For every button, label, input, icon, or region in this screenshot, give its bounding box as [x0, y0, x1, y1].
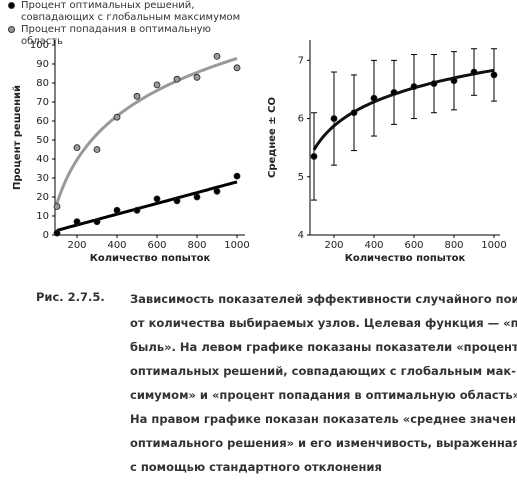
- legend-label: Процент оптимальных решений, совпадающих…: [21, 0, 241, 23]
- point: [73, 144, 81, 152]
- point: [330, 115, 338, 122]
- y-tick-label: 6: [298, 114, 304, 125]
- caption-line: оптимального решения» и его изменчивость…: [130, 436, 517, 450]
- x-tick-label: 800: [444, 240, 463, 251]
- y-tick-label: 40: [36, 154, 49, 165]
- x-tick-label: 200: [67, 240, 86, 251]
- point: [133, 206, 141, 214]
- legend-label: Процент попадания в оптимальную область: [21, 24, 211, 47]
- y-tick-label: 80: [36, 78, 49, 89]
- y-tick-label: 10: [36, 211, 49, 222]
- y-tick-label: 50: [36, 135, 49, 146]
- legend-marker: [8, 26, 15, 33]
- y-tick-label: 30: [36, 173, 49, 184]
- legend-marker: [8, 2, 15, 9]
- point: [350, 109, 358, 117]
- point: [490, 71, 498, 79]
- y-tick-label: 0: [43, 230, 49, 241]
- trend-line: [56, 180, 238, 232]
- trend-line: [55, 56, 238, 204]
- caption-label: Рис. 2.7.5.: [36, 290, 105, 304]
- caption-line: симумом» и «процент попадания в оптималь…: [130, 388, 517, 402]
- y-tick-label: 7: [298, 55, 304, 66]
- point: [193, 73, 201, 81]
- trend-line: [312, 68, 495, 151]
- x-tick-label: 600: [404, 240, 423, 251]
- point: [233, 64, 241, 72]
- x-tick-label: 800: [187, 240, 206, 251]
- x-tick-label: 1000: [481, 240, 506, 251]
- point: [173, 75, 181, 83]
- y-axis-title: Процент решений: [12, 85, 23, 190]
- point: [53, 203, 61, 210]
- y-tick-label: 4: [298, 230, 304, 241]
- y-tick-label: 5: [298, 172, 304, 183]
- point: [410, 83, 418, 90]
- point: [53, 229, 61, 237]
- x-axis-title: Количество попыток: [90, 253, 211, 264]
- caption-line: оптимальных решений, совпадающих с глоба…: [130, 364, 516, 378]
- point: [153, 81, 161, 89]
- x-tick-label: 600: [147, 240, 166, 251]
- caption-line: с помощью стандартного отклонения: [130, 460, 382, 474]
- caption-line: быль». На левом графике показаны показат…: [130, 340, 517, 354]
- point: [133, 92, 141, 100]
- point: [193, 193, 201, 201]
- point: [113, 113, 121, 121]
- caption-line: от количества выбираемых узлов. Целевая …: [130, 316, 517, 330]
- legend-item: Процент попадания в оптимальную область: [8, 24, 253, 48]
- page: 0 10 20 30 40 50 60 70 80 90 100 200 400 600 800 1000 Ко…: [8, 0, 517, 474]
- y-axis-title: Среднее ± СО: [267, 97, 278, 178]
- caption-line: Зависимость показателей эффективности сл…: [130, 292, 517, 306]
- y-tick-label: 90: [36, 59, 49, 70]
- y-tick-label: 70: [36, 97, 49, 108]
- point: [450, 77, 458, 85]
- point: [233, 172, 241, 180]
- point: [310, 153, 318, 160]
- point: [213, 187, 221, 195]
- y-tick-label: 20: [36, 192, 49, 203]
- point: [470, 68, 478, 76]
- point: [390, 88, 398, 96]
- legend: Процент оптимальных решений, совпадающих…: [8, 0, 253, 48]
- caption-line: На правом графике показан показатель «ср…: [130, 412, 517, 426]
- point: [213, 53, 221, 60]
- point: [430, 80, 438, 88]
- point: [93, 218, 101, 226]
- y-tick-label: 60: [36, 116, 49, 127]
- point: [153, 195, 161, 203]
- caption-text: Зависимость показателей эффективности сл…: [130, 290, 517, 482]
- y-tick-label: 100: [30, 40, 49, 51]
- point: [173, 197, 181, 205]
- x-tick-label: 400: [107, 240, 126, 251]
- legend-item: Процент оптимальных решений, совпадающих…: [8, 0, 253, 24]
- point: [73, 218, 81, 226]
- point: [370, 94, 378, 102]
- point: [93, 146, 101, 153]
- charts: 0 10 20 30 40 50 60 70 80 90 100 200 400 600 800 1000 Ко…: [12, 40, 507, 264]
- x-tick-label: 1000: [224, 240, 249, 251]
- x-tick-label: 400: [364, 240, 383, 251]
- point: [113, 206, 121, 214]
- x-tick-label: 200: [324, 240, 343, 251]
- x-axis-title: Количество попыток: [345, 253, 466, 264]
